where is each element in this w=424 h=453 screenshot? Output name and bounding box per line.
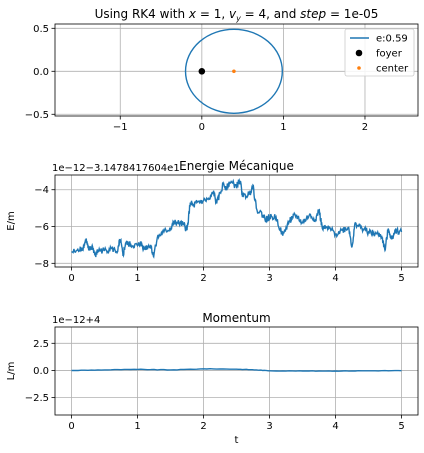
center-marker (232, 69, 236, 74)
y-tick-label: 0.0 (33, 67, 49, 78)
x-tick-label: 1 (134, 421, 140, 432)
x-tick-label: 0 (68, 421, 74, 432)
y-tick-label: −8 (34, 259, 49, 270)
title-text: = 1, (196, 7, 229, 21)
y-axis-label: E/m (6, 211, 17, 230)
y-offset-text: 1e−12+4 (52, 315, 100, 326)
y-tick-label: −6 (34, 222, 49, 233)
series-line (71, 367, 402, 372)
title-subscript: y (235, 14, 241, 23)
orbit-ellipse (184, 28, 284, 114)
x-tick-label: 5 (398, 421, 404, 432)
x-tick-label: 1 (134, 273, 140, 284)
x-tick-label: 3 (266, 421, 272, 432)
axes-frame (54, 174, 419, 268)
plot-area (184, 28, 284, 114)
plot-area (71, 367, 402, 372)
axes-frame (54, 326, 419, 416)
title-math: step (300, 7, 326, 21)
chart-title: Using RK4 with x = 1, vy = 4, and step =… (95, 7, 379, 23)
y-offset-text: 1e−12−3.1478417604e1 (52, 163, 180, 174)
y-tick-label: 2.5 (33, 339, 49, 350)
title-text: = 1e-05 (326, 7, 378, 21)
x-tick-label: 4 (332, 421, 338, 432)
x-tick-label: 2 (200, 273, 206, 284)
y-tick-label: 0.0 (33, 366, 49, 377)
title-math: x (188, 7, 197, 21)
legend-marker-swatch (355, 49, 363, 57)
y-tick-label: −2.5 (25, 393, 49, 404)
y-tick-label: −0.5 (25, 110, 49, 121)
x-tick-label: 2 (200, 421, 206, 432)
legend-marker-swatch (357, 66, 361, 70)
y-tick-label: 0.5 (33, 24, 49, 35)
x-tick-label: 0 (68, 273, 74, 284)
legend-label: center (376, 64, 409, 75)
legend-box (344, 28, 415, 77)
y-tick-label: −4 (34, 185, 49, 196)
title-text: = 4, and (241, 7, 300, 21)
legend: e:0.59 foyer center (344, 28, 415, 77)
subplot-3: 0 1 2 3 4 5 −2.5 0.0 2.5 Momentum 1e−12+4 L/m t (6, 311, 419, 446)
title-text: Using RK4 with (95, 7, 189, 21)
x-tick-label: 0 (199, 122, 205, 133)
subplot-2: 0 1 2 3 4 5 −8 −6 −4 Energie Mécanique1e−12−3.147… (6, 159, 419, 284)
plot-area (71, 178, 403, 259)
chart-title: Momentum (202, 311, 270, 325)
series-line (71, 178, 403, 259)
legend-label: foyer (376, 49, 403, 60)
chart-title: Energie Mécanique (179, 159, 294, 173)
x-axis-label: t (235, 435, 239, 446)
axes-frame (54, 23, 419, 117)
foyer-marker (198, 67, 206, 75)
subplot-1: −1 0 1 2 −0.5 0.0 0.5 Using RK4 with x = 1, vy … (25, 7, 419, 133)
x-tick-label: 5 (398, 273, 404, 284)
x-tick-label: 2 (362, 122, 368, 133)
x-tick-label: 1 (280, 122, 286, 133)
y-axis-label: L/m (6, 362, 17, 381)
title-math: v (229, 7, 237, 21)
x-tick-label: 4 (332, 273, 338, 284)
legend-label: e:0.59 (376, 34, 408, 45)
x-tick-label: −1 (113, 122, 128, 133)
x-tick-label: 3 (266, 273, 272, 284)
